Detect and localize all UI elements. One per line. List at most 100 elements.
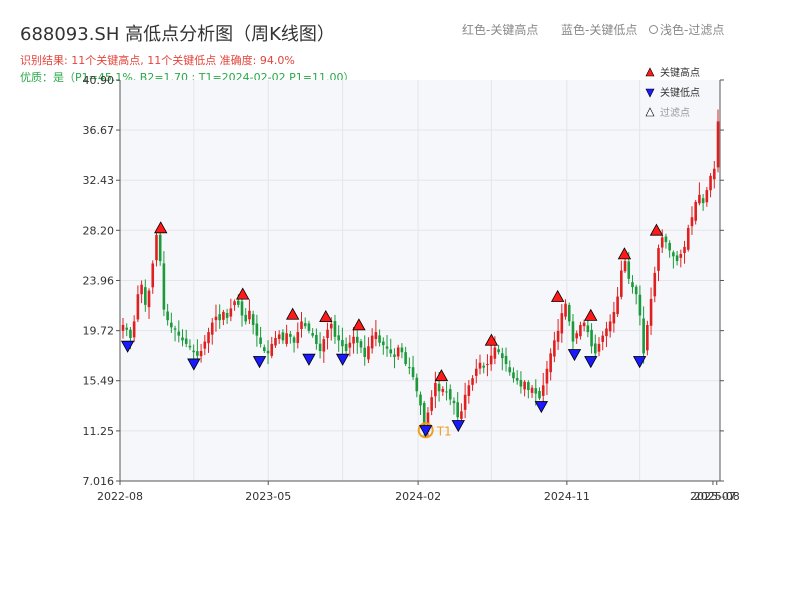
- candle-body: [374, 332, 378, 340]
- key-low-marker: [335, 353, 350, 366]
- candle-body: [333, 321, 337, 337]
- candle-body: [136, 294, 140, 320]
- key-low-marker: [187, 358, 201, 371]
- candle-body: [716, 121, 720, 168]
- candle-body: [519, 379, 523, 387]
- candle-body: [326, 329, 329, 339]
- key-low-marker: [632, 356, 647, 369]
- candle-body: [582, 322, 586, 327]
- candle-body: [690, 217, 694, 227]
- candle-body: [203, 341, 207, 349]
- candle-body: [646, 324, 649, 351]
- t1-ring: [417, 422, 434, 439]
- candle-body: [430, 397, 433, 411]
- candle-body: [277, 334, 281, 340]
- candle-body: [564, 303, 567, 317]
- candle-body: [679, 253, 683, 258]
- candle-body: [300, 321, 303, 330]
- candle-body: [530, 387, 534, 393]
- candle-body: [408, 367, 411, 369]
- candle-body: [579, 324, 582, 337]
- y-tick-label: 32.43: [83, 174, 115, 187]
- candle-body: [605, 328, 608, 337]
- candle-body: [344, 343, 348, 352]
- key-high-marker: [154, 221, 168, 234]
- candle-body: [255, 323, 259, 336]
- candle-body: [541, 385, 545, 396]
- markers: T1: [120, 221, 664, 439]
- candle-body: [218, 314, 221, 321]
- candle-body: [556, 330, 560, 342]
- candle-body: [162, 263, 166, 310]
- candle-body: [263, 347, 266, 352]
- candle-body: [597, 343, 601, 352]
- candle-body: [471, 378, 474, 385]
- candle-body: [709, 175, 712, 191]
- candle-body: [337, 335, 340, 341]
- candle-body: [240, 301, 244, 316]
- y-tick-label: 7.016: [83, 475, 115, 488]
- candle-body: [616, 296, 619, 315]
- candle-body: [184, 338, 188, 344]
- x-tick-label: 2023-05: [245, 490, 291, 503]
- key-high-marker: [285, 307, 300, 320]
- candle-body: [512, 372, 515, 379]
- candle-body: [642, 318, 645, 354]
- legend-filtered-label: 浅色-过滤点: [660, 23, 725, 37]
- candle-body: [352, 336, 355, 344]
- candle-body: [155, 235, 158, 261]
- x-tick-label: 2024-11: [544, 490, 590, 503]
- candle-body: [445, 391, 448, 393]
- key-low-marker: [567, 349, 582, 362]
- x-tick-label: 2022-08: [97, 490, 143, 503]
- candle-body: [452, 400, 456, 404]
- key-high-marker: [484, 333, 499, 346]
- candle-body: [705, 190, 709, 203]
- candle-body: [456, 402, 459, 418]
- candle-body: [653, 272, 657, 297]
- candle-body: [460, 411, 463, 419]
- candle-body: [415, 377, 419, 392]
- candle-body: [664, 236, 668, 243]
- key-high-marker: [649, 223, 664, 236]
- key-low-marker: [302, 353, 316, 366]
- candle-body: [523, 381, 526, 390]
- candle-body: [303, 323, 307, 327]
- legend-label: 过滤点: [660, 106, 690, 119]
- y-tick-label: 23.96: [83, 274, 115, 287]
- candle-body: [318, 343, 322, 352]
- y-tick-label: 36.67: [83, 124, 115, 137]
- candle-body: [601, 335, 605, 342]
- candle-body: [575, 333, 578, 339]
- hollow-circle-icon: [649, 25, 658, 34]
- candle-body: [712, 168, 716, 180]
- candle-body: [441, 388, 445, 392]
- candle-body: [631, 282, 634, 288]
- candle-body: [274, 337, 277, 346]
- candle-body: [657, 248, 660, 271]
- candle-body: [623, 261, 627, 272]
- candle-body: [270, 343, 274, 356]
- candle-body: [367, 346, 370, 360]
- candle-body: [437, 383, 441, 392]
- candle-body: [627, 261, 631, 279]
- candle-body: [620, 270, 623, 297]
- candle-body: [151, 263, 155, 288]
- candle-body: [463, 394, 467, 410]
- candle-body: [158, 234, 162, 262]
- key-high-marker: [434, 369, 449, 382]
- candle-body: [634, 286, 638, 295]
- key-high-marker: [236, 287, 250, 300]
- chart-title: 688093.SH 高低点分析图（周K线图）: [20, 24, 335, 45]
- candle-body: [660, 237, 664, 248]
- x-ticks: 2022-08 2023-05 2024-02 2024-11 2025-072025-…: [97, 481, 740, 503]
- key-high-marker: [550, 289, 565, 302]
- candle-body: [170, 322, 173, 328]
- candle-body: [281, 332, 285, 341]
- candle-body: [668, 242, 671, 251]
- candle-body: [292, 337, 296, 343]
- legend-high-text: 红色-关键高点: [462, 23, 539, 37]
- recognition-result-text: 识别结果: 11个关键高点, 11个关键低点 准确度: 94.0%: [20, 54, 295, 67]
- candle-body: [698, 194, 701, 204]
